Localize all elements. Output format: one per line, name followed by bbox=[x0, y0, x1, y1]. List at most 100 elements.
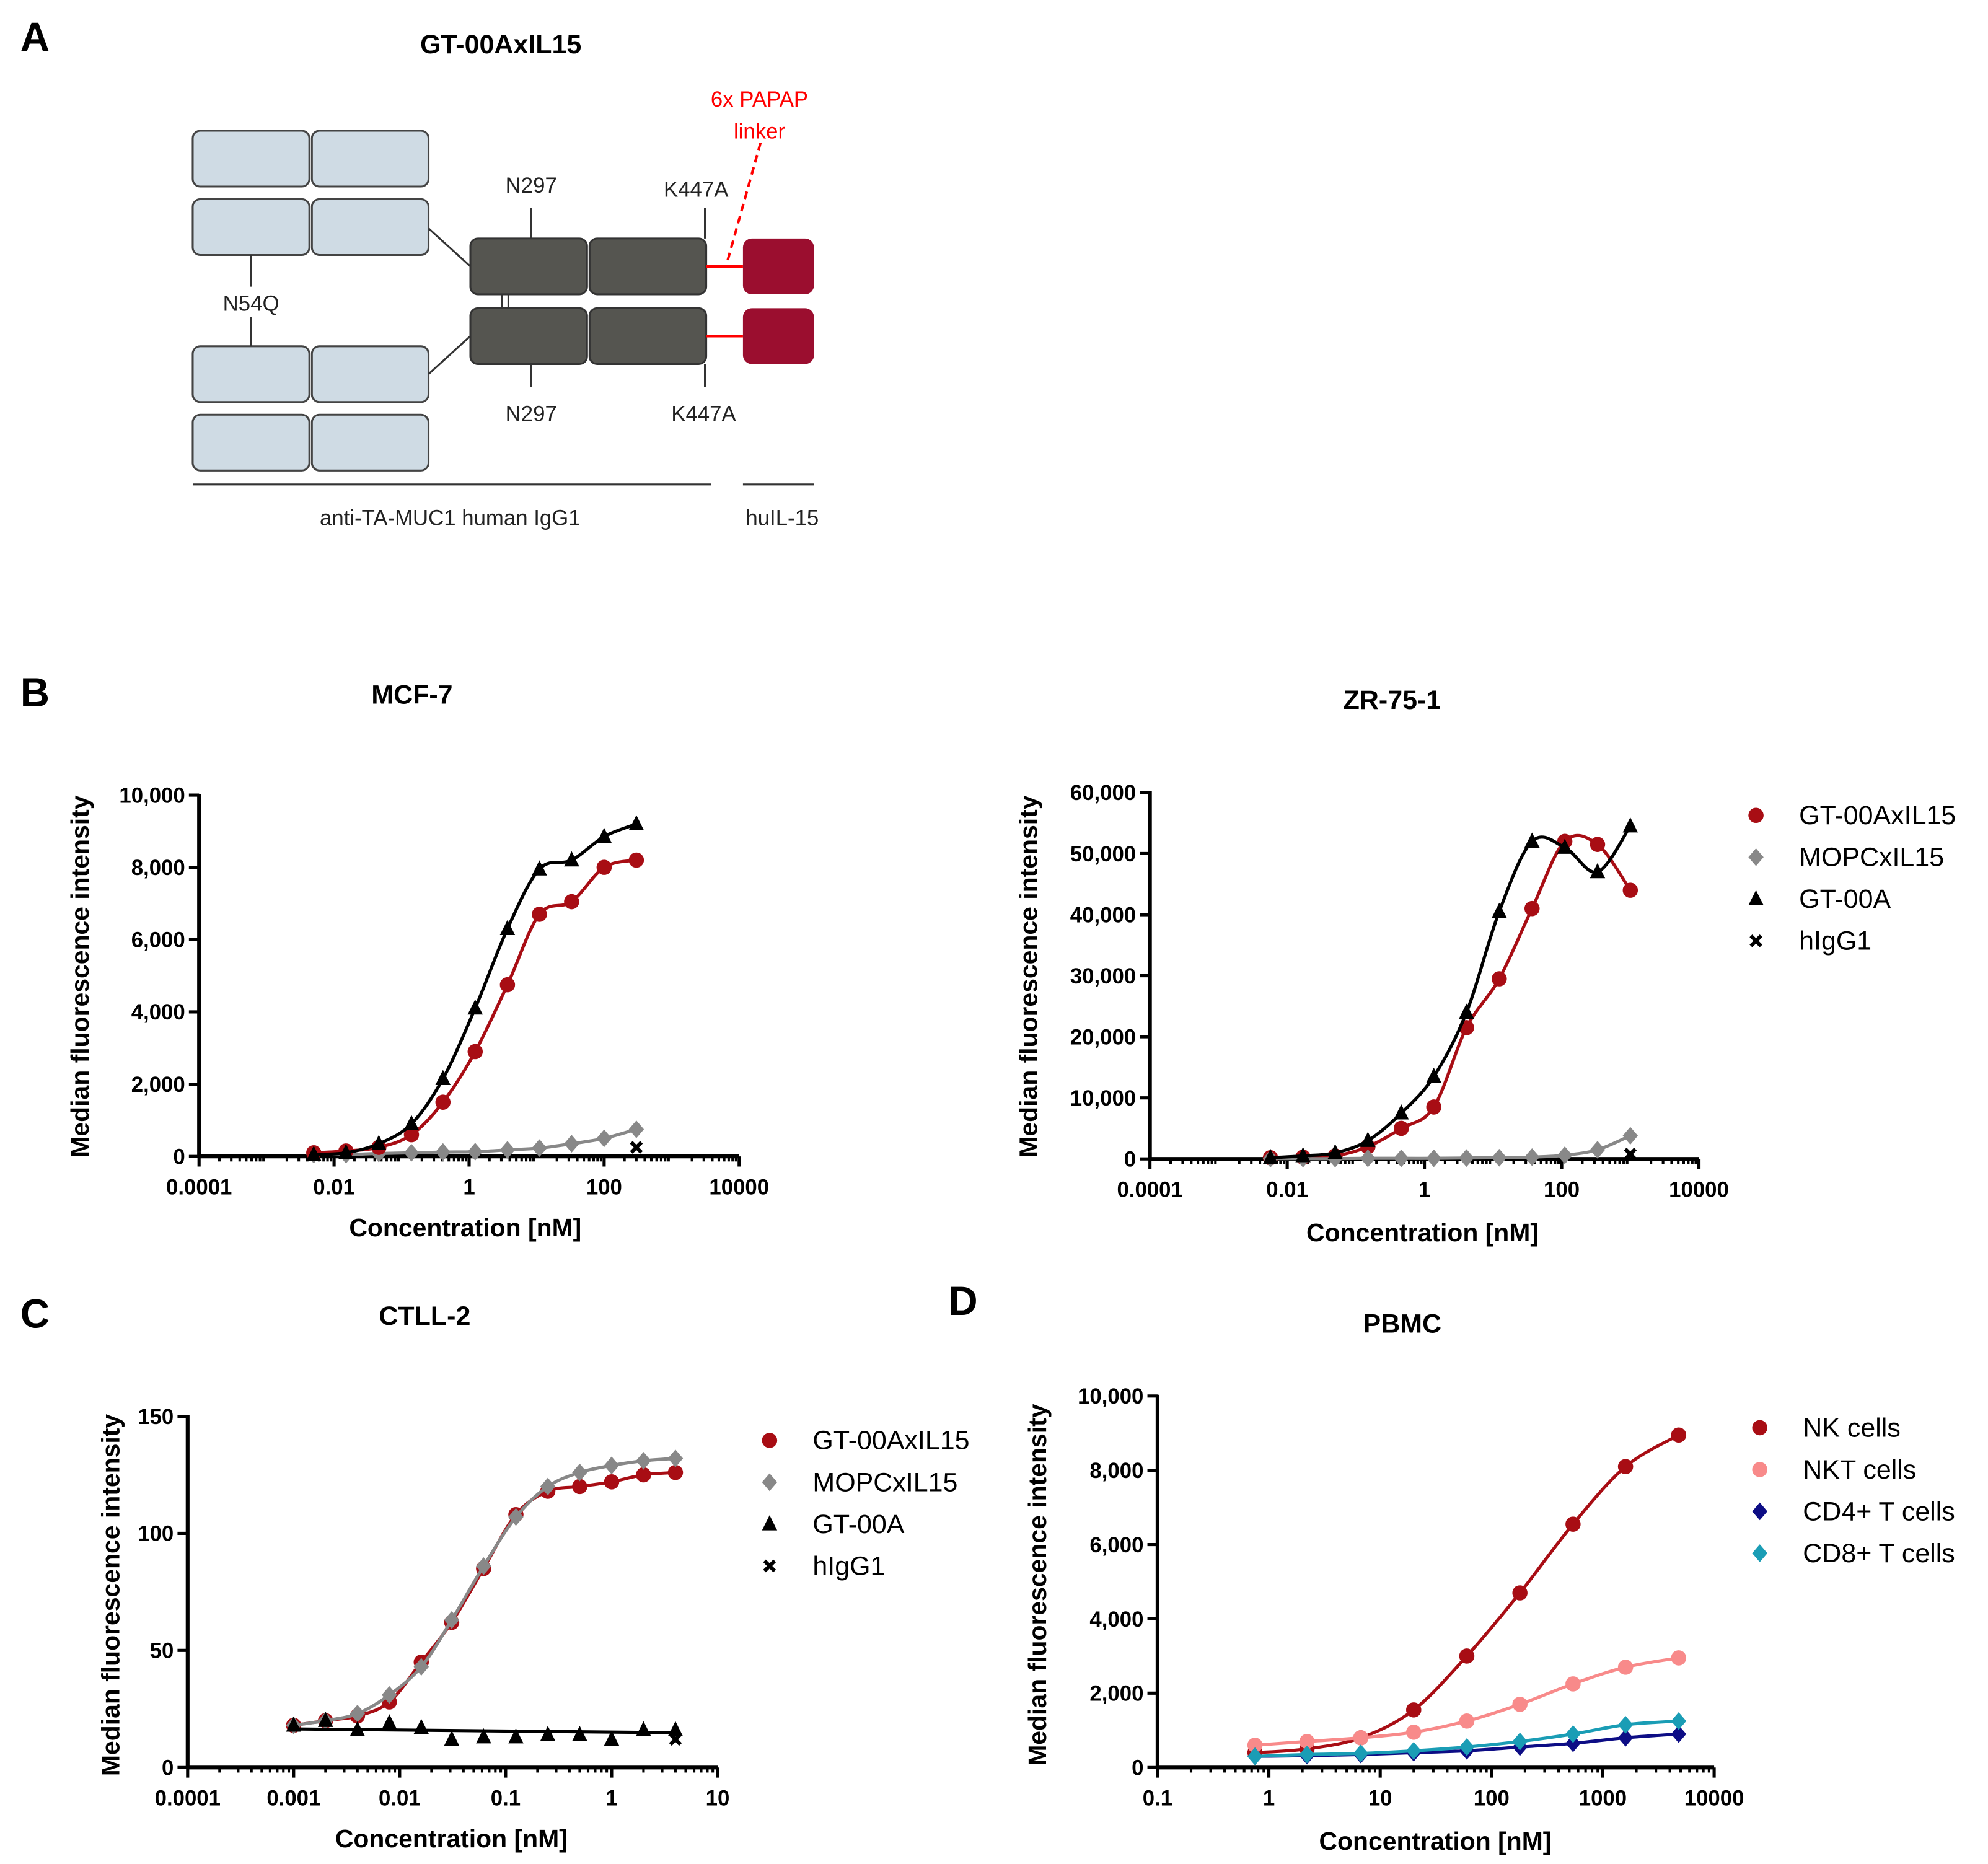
n54q-label: N54Q bbox=[223, 292, 279, 316]
data-point-circle bbox=[762, 1433, 778, 1448]
panel-label-d: D bbox=[948, 1278, 977, 1324]
legend-label: hIgG1 bbox=[812, 1551, 885, 1581]
legend-item: NKT cells bbox=[1752, 1455, 1916, 1485]
data-point-diamond bbox=[435, 1143, 451, 1161]
data-point-triangle bbox=[636, 1721, 651, 1737]
data-point-circle bbox=[564, 894, 579, 910]
x-tick-label: 0.1 bbox=[1143, 1787, 1172, 1811]
data-point-x bbox=[669, 1733, 682, 1746]
x-tick-label: 0.01 bbox=[313, 1176, 355, 1200]
data-point-diamond bbox=[1512, 1732, 1528, 1751]
data-point-triangle bbox=[1492, 902, 1507, 918]
il15-domains bbox=[742, 238, 814, 364]
data-point-circle bbox=[1671, 1427, 1687, 1443]
x-tick-label: 0.01 bbox=[379, 1787, 421, 1811]
data-point-circle bbox=[667, 1464, 684, 1480]
data-point-circle bbox=[1524, 900, 1540, 917]
data-point-diamond bbox=[1622, 1127, 1638, 1145]
data-point-circle bbox=[1752, 1462, 1768, 1477]
data-point-diamond bbox=[1299, 1745, 1315, 1764]
panel-label-a: A bbox=[20, 14, 50, 59]
data-point-triangle bbox=[1393, 1104, 1409, 1120]
data-point-diamond bbox=[1752, 1502, 1768, 1521]
fit-curve bbox=[293, 1471, 676, 1727]
x-tick-label: 0.01 bbox=[1266, 1179, 1308, 1202]
y-tick-label: 0 bbox=[162, 1757, 174, 1780]
chart-ctll-2: CTLL-2 Concentration [nM] Median fluoresce… bbox=[96, 1301, 969, 1853]
data-point-diamond bbox=[1590, 1141, 1606, 1159]
data-point-diamond bbox=[1360, 1149, 1376, 1167]
data-point-diamond bbox=[564, 1135, 579, 1153]
data-point-circle bbox=[628, 852, 644, 868]
y-tick-label: 0 bbox=[1124, 1148, 1136, 1171]
data-point-diamond bbox=[667, 1449, 684, 1467]
fit-curve bbox=[1270, 833, 1632, 1159]
x-tick-label: 0.0001 bbox=[166, 1176, 232, 1200]
data-point-circle bbox=[1622, 882, 1638, 898]
data-point-diamond bbox=[1405, 1741, 1422, 1760]
diagram-title: GT-00AxIL15 bbox=[420, 30, 581, 59]
data-point-diamond bbox=[1459, 1149, 1474, 1167]
data-point-triangle bbox=[286, 1716, 302, 1732]
fc-domain bbox=[469, 307, 588, 365]
data-point-triangle bbox=[628, 815, 644, 830]
data-point-circle bbox=[1405, 1725, 1422, 1740]
legend-item: MOPCxIL15 bbox=[762, 1467, 957, 1497]
legend-label: CD8+ T cells bbox=[1803, 1539, 1955, 1568]
data-point-circle bbox=[604, 1474, 620, 1490]
x-tick-label: 10000 bbox=[709, 1176, 769, 1200]
fab-domain bbox=[310, 130, 430, 188]
y-tick-label: 60,000 bbox=[1070, 781, 1136, 805]
data-point-circle bbox=[1393, 1120, 1409, 1136]
fab-domain bbox=[310, 345, 430, 403]
data-point-circle bbox=[1405, 1702, 1422, 1718]
fit-curve bbox=[314, 822, 637, 1156]
data-point-diamond bbox=[1426, 1149, 1442, 1167]
fit-curve bbox=[1254, 1656, 1679, 1747]
data-point-circle bbox=[1459, 1648, 1475, 1664]
series-mopcxil15 bbox=[286, 1449, 684, 1734]
data-point-circle bbox=[1565, 1516, 1581, 1532]
n297-top-label: N297 bbox=[506, 174, 557, 198]
y-tick-label: 6,000 bbox=[131, 929, 185, 952]
x-tick-label: 0.0001 bbox=[1117, 1179, 1182, 1202]
y-tick-label: 0 bbox=[1132, 1757, 1143, 1780]
x-tick-label: 1000 bbox=[1579, 1787, 1627, 1811]
x-tick-label: 100 bbox=[1474, 1787, 1510, 1811]
y-tick-label: 40,000 bbox=[1070, 903, 1136, 927]
y-axis-label: Median fluorescence intensity bbox=[1014, 795, 1043, 1157]
data-point-triangle bbox=[476, 1728, 491, 1744]
x-tick-label: 0.0001 bbox=[155, 1787, 221, 1811]
data-point-circle bbox=[1247, 1738, 1263, 1753]
legend-item: hIgG1 bbox=[1749, 926, 1871, 956]
legend-label: GT-00AxIL15 bbox=[1799, 801, 1956, 830]
data-point-triangle bbox=[467, 999, 483, 1015]
legend-label: CD4+ T cells bbox=[1803, 1497, 1955, 1526]
data-point-circle bbox=[435, 1094, 451, 1110]
data-point-triangle bbox=[1426, 1067, 1442, 1083]
data-point-circle bbox=[467, 1044, 483, 1060]
legend-label: NK cells bbox=[1803, 1413, 1901, 1443]
panel-label-b: B bbox=[20, 670, 50, 715]
fab-domains bbox=[191, 130, 430, 472]
data-point-triangle bbox=[306, 1145, 322, 1161]
y-axis-label: Median fluorescence intensity bbox=[1023, 1404, 1052, 1765]
data-point-diamond bbox=[1393, 1149, 1409, 1167]
data-point-triangle bbox=[371, 1135, 387, 1150]
data-point-circle bbox=[1512, 1585, 1528, 1601]
legend-item: hIgG1 bbox=[763, 1551, 885, 1581]
series-nk-cells bbox=[1247, 1427, 1687, 1761]
data-point-circle bbox=[499, 977, 516, 993]
legend-label: GT-00A bbox=[1799, 884, 1891, 914]
data-point-triangle bbox=[382, 1714, 397, 1730]
data-point-diamond bbox=[1565, 1725, 1581, 1743]
y-tick-label: 10,000 bbox=[119, 784, 185, 807]
data-point-diamond bbox=[636, 1452, 651, 1470]
data-point-x bbox=[630, 1141, 643, 1154]
data-point-circle bbox=[403, 1127, 420, 1143]
legend: GT-00AxIL15 MOPCxIL15 GT-00A hIgG1 bbox=[762, 1426, 970, 1581]
fab-domain bbox=[310, 198, 430, 257]
panel-label-c: C bbox=[20, 1291, 50, 1336]
data-point-diamond bbox=[572, 1463, 587, 1482]
il15-domain bbox=[742, 308, 814, 364]
